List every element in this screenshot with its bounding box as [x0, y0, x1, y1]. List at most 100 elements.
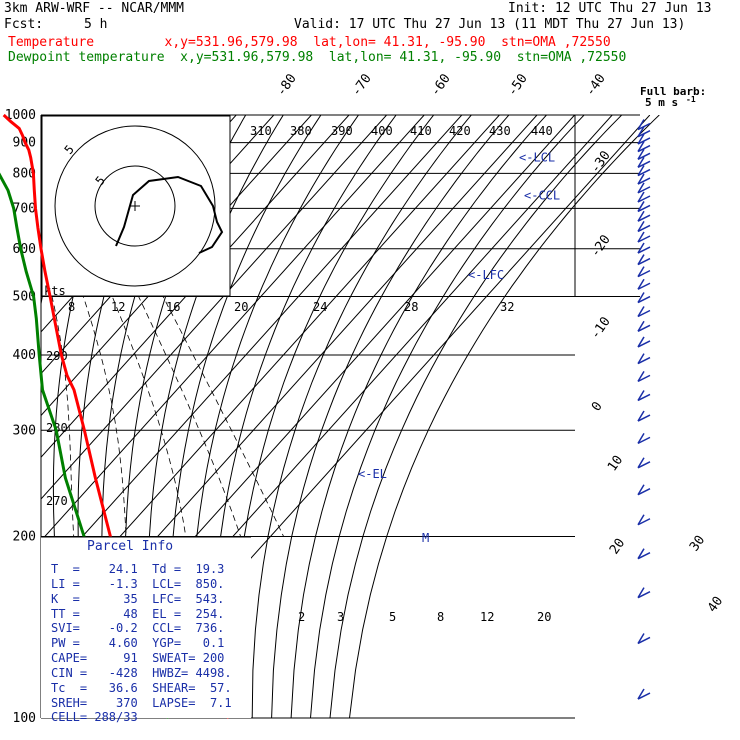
wind-barb	[637, 152, 651, 160]
parcel-info-row: PW = 4.60 YGP= 0.1	[51, 636, 225, 650]
isotherm-line	[41, 115, 463, 584]
dry-adiabat-line	[190, 115, 359, 718]
parcel-info-backdrop	[41, 537, 251, 718]
wind-barb	[637, 144, 651, 153]
wind-barb	[637, 374, 651, 383]
isotherm-label: -50	[505, 71, 531, 99]
wind-barb	[637, 195, 651, 203]
wind-barb	[637, 168, 651, 177]
forecast-label: Fcst:	[4, 17, 44, 32]
parcel-info-row: LI = -1.3 LCL= 850.	[51, 577, 225, 591]
wind-barb-flag	[637, 587, 645, 599]
isotherm-label: -40	[583, 71, 609, 99]
mixing-ratio-label: 24	[313, 300, 327, 314]
wind-barb-flag	[637, 432, 645, 444]
isotherm-line	[41, 115, 350, 458]
level-marker-label: <-LCL	[519, 151, 555, 165]
wind-barb	[637, 295, 651, 304]
isotherm-label: -30	[588, 148, 614, 176]
wind-barb	[637, 356, 651, 365]
parcel-marker: M	[422, 531, 429, 545]
wind-barb	[637, 269, 651, 278]
parcel-info-row: TT = 48 EL = 254.	[51, 607, 225, 621]
wind-barb	[637, 518, 651, 526]
wind-barb-flag	[637, 201, 645, 212]
parcel-info-row: CIN = -428 HWBZ= 4498.	[51, 666, 232, 680]
wind-barb-flag	[637, 210, 645, 222]
barb-legend-title: Full barb:	[640, 85, 706, 98]
pressure-tick-label: 1000	[5, 108, 36, 123]
wind-barb-flag	[637, 191, 645, 203]
pressure-tick-label: 500	[13, 290, 36, 305]
parcel-info-row: K = 35 LFC= 543.	[51, 592, 225, 606]
mixing-ratio-label: 8	[68, 300, 75, 314]
wind-barb	[637, 235, 651, 243]
wind-barb-flag	[637, 141, 645, 152]
dry-adiabat-label: 270	[46, 494, 68, 508]
level-marker-label: <-CCL	[524, 188, 560, 202]
wind-barb	[637, 636, 651, 645]
wind-barb-flag	[637, 278, 645, 290]
wind-barb-flag	[637, 221, 645, 232]
wind-barb	[637, 590, 651, 599]
isotherm-label: 20	[607, 536, 628, 557]
wind-barb	[637, 309, 651, 318]
theta-label: 380	[290, 124, 312, 138]
barb-legend-unit: -1	[686, 95, 696, 104]
pressure-tick-label: 300	[13, 423, 36, 438]
hodograph-trace	[115, 175, 224, 254]
wind-barb	[637, 436, 651, 445]
wind-barb	[637, 461, 651, 469]
wind-barb-flag	[637, 390, 645, 401]
mixing-ratio-label: 8	[437, 610, 444, 624]
wind-barb-flag	[637, 633, 645, 644]
wind-barb-flag	[637, 370, 645, 382]
wind-barb-flag	[637, 133, 645, 145]
wind-barb-flag	[637, 254, 645, 265]
dry-adiabat-line	[271, 115, 510, 718]
model-title: 3km ARW-WRF -- NCAR/MMM	[4, 1, 185, 16]
wind-barb	[637, 177, 651, 185]
mixing-ratio-label: 12	[111, 300, 125, 314]
wind-barb-flag	[637, 457, 645, 469]
isotherm-label: -80	[274, 71, 300, 99]
pressure-tick-label: 200	[13, 529, 36, 544]
wind-barb	[637, 340, 651, 348]
wind-barb	[637, 122, 651, 131]
wind-barb	[637, 186, 651, 194]
pressure-tick-label: 600	[13, 242, 36, 257]
mixing-ratio-label: 28	[404, 300, 418, 314]
isotherm-label: -20	[588, 232, 614, 260]
wind-barb-flag	[637, 484, 645, 496]
wind-barb-flag	[637, 119, 645, 130]
wind-barb-flag	[637, 148, 645, 160]
wind-barb	[637, 414, 651, 422]
wind-barb-flag	[637, 173, 645, 185]
mixing-ratio-label: 16	[166, 300, 180, 314]
isotherm-label: 30	[687, 533, 708, 554]
wind-barb	[637, 257, 651, 266]
isotherm-label: 40	[705, 594, 726, 615]
wind-barb-flag	[637, 548, 645, 560]
wind-barb	[637, 324, 651, 332]
wind-barb	[637, 393, 651, 402]
mixing-ratio-label: 3	[337, 610, 344, 624]
parcel-info-title: Parcel Info	[87, 539, 174, 554]
parcel-info-row: SREH= 370 LAPSE= 7.1	[51, 696, 232, 710]
wind-barb-flag	[637, 156, 645, 168]
parcel-info-row: SVI= -0.2 CCL= 736.	[51, 621, 225, 635]
barb-legend-value: 5 m s	[645, 96, 678, 109]
isotherm-label: -70	[349, 71, 375, 99]
wind-barb-flag	[637, 266, 645, 277]
isotherm-label: 0	[589, 399, 606, 414]
dry-adiabat-line	[290, 115, 547, 718]
wind-barb	[637, 224, 651, 233]
pressure-tick-label: 400	[13, 348, 36, 363]
wind-barb-flag	[637, 353, 645, 364]
parcel-info-row: T = 24.1 Td = 19.3	[51, 562, 225, 576]
parcel-info-row: CELL= 288/33	[51, 710, 138, 724]
mixing-ratio-label: 2	[298, 610, 305, 624]
wind-barb-flag	[637, 126, 645, 138]
mixing-ratio-label: 20	[537, 610, 551, 624]
